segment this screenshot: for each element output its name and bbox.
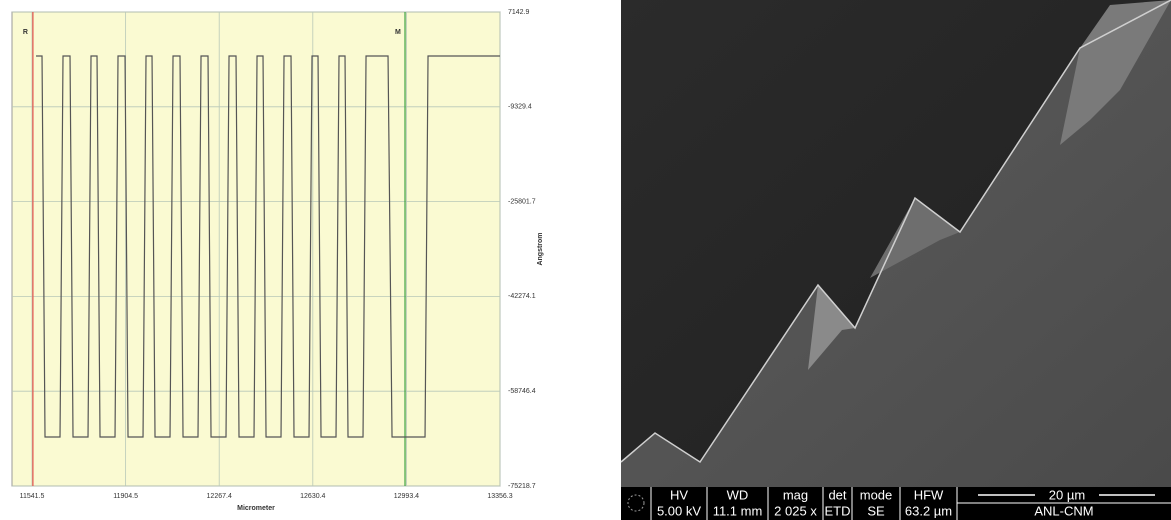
- x-tick-label: 12267.4: [207, 493, 232, 500]
- profile-chart: 7142.9 -9329.4 -25801.7 -42274.1 -58746.4 -75…: [12, 9, 544, 512]
- info-value: 63.2 µm: [905, 503, 952, 518]
- marker-label: M: [395, 29, 401, 36]
- info-value: ETD: [825, 503, 851, 518]
- x-tick-label: 11904.5: [113, 493, 138, 500]
- x-tick-label: 12630.4: [300, 493, 325, 500]
- info-header: mag: [783, 487, 808, 502]
- info-header: WD: [727, 487, 749, 502]
- y-tick-label: -9329.4: [508, 104, 532, 111]
- info-value: 11.1 mm: [713, 503, 763, 518]
- sem-image: [621, 0, 1171, 487]
- y-tick-label: 7142.9: [508, 9, 530, 16]
- info-value: SE: [867, 503, 885, 518]
- x-tick-label: 12993.4: [394, 493, 419, 500]
- info-value: 5.00 kV: [657, 503, 701, 518]
- info-header: HFW: [914, 487, 944, 502]
- x-tick-label: 13356.3: [487, 493, 512, 500]
- y-tick-label: -42274.1: [508, 293, 536, 300]
- marker-label: R: [23, 29, 28, 36]
- y-tick-label: -25801.7: [508, 198, 536, 205]
- info-header: mode: [860, 487, 893, 502]
- page: 7142.9 -9329.4 -25801.7 -42274.1 -58746.4 -75…: [0, 0, 1171, 520]
- lab-name: ANL-CNM: [1034, 503, 1093, 518]
- y-tick-label: -75218.7: [508, 483, 536, 490]
- info-value: 2 025 x: [774, 503, 817, 518]
- info-header: det: [828, 487, 846, 502]
- x-tick-label: 11541.5: [20, 493, 45, 500]
- y-axis-label: Angstrom: [537, 232, 544, 265]
- scale-label: 20 µm: [1049, 487, 1085, 502]
- info-header: HV: [670, 487, 688, 502]
- figure: 7142.9 -9329.4 -25801.7 -42274.1 -58746.4 -75…: [0, 0, 1171, 520]
- y-tick-label: -58746.4: [508, 388, 536, 395]
- x-axis-label: Micrometer: [237, 505, 275, 512]
